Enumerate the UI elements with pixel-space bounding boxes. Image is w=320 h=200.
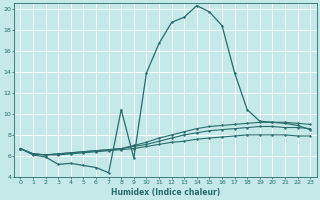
X-axis label: Humidex (Indice chaleur): Humidex (Indice chaleur) <box>111 188 220 197</box>
